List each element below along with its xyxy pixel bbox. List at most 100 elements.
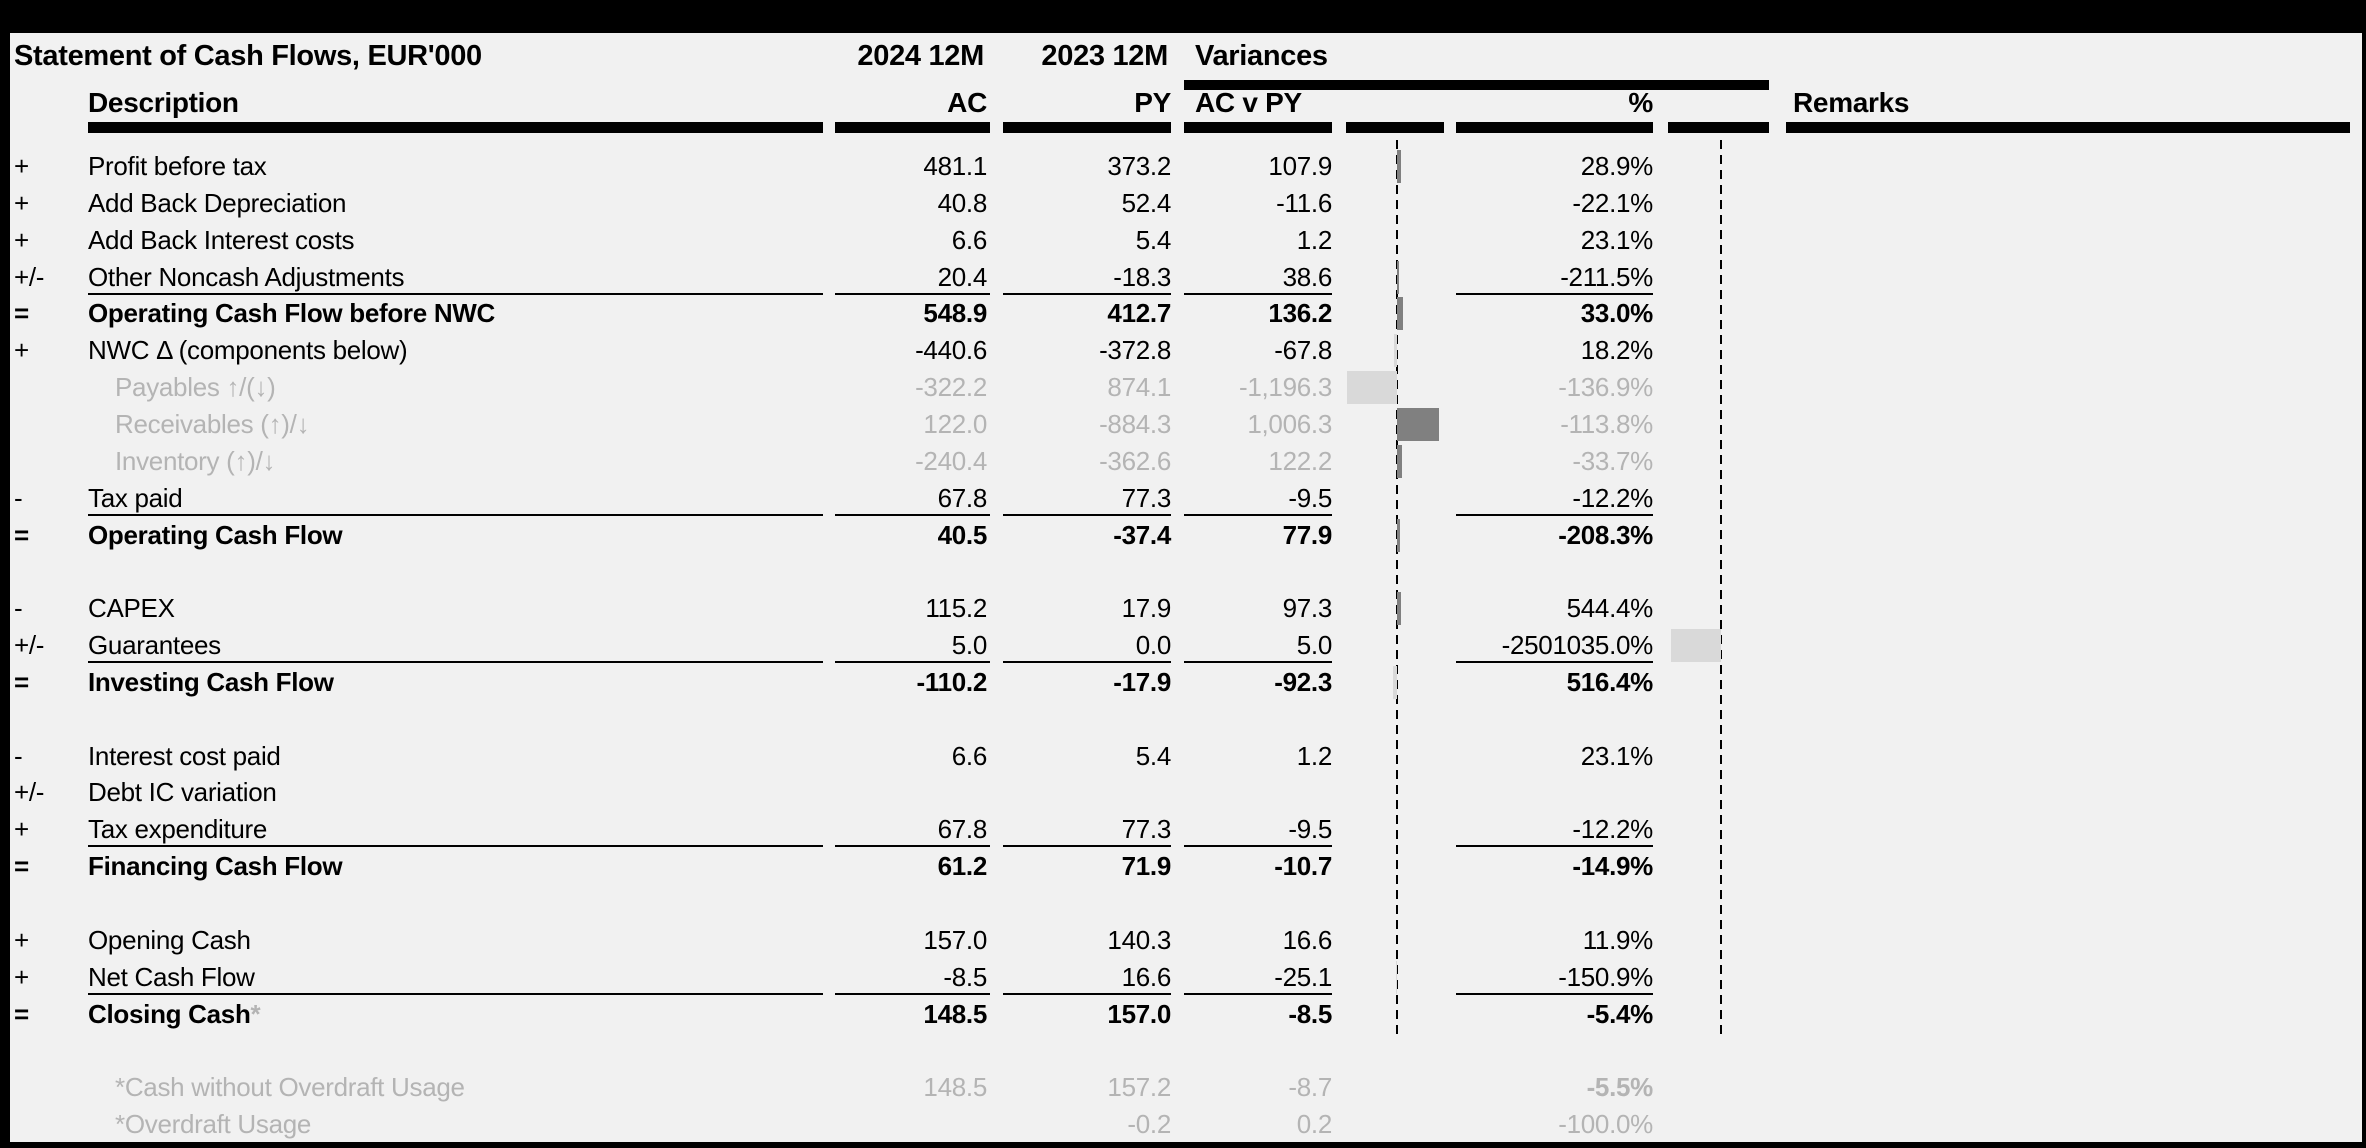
- variance-value-cell: -8.5: [1288, 999, 1332, 1029]
- sign-cell: =: [14, 851, 29, 881]
- variances-underline: [1184, 80, 1769, 90]
- table-row: = Operating Cash Flow before NWC 548.9 412.…: [0, 295, 2366, 332]
- pct-bar-axis: [1720, 140, 1722, 1035]
- description-cell: Guarantees: [88, 630, 221, 660]
- py-value-cell: -17.9: [1113, 667, 1171, 697]
- py-value-cell: 5.4: [1135, 741, 1172, 771]
- subtotal-rule: [835, 845, 990, 847]
- pct-value-cell: -5.4%: [1586, 999, 1654, 1029]
- ac-value-cell: 548.9: [923, 298, 987, 328]
- variance-value-cell: 107.9: [1268, 151, 1332, 181]
- table-row: + Add Back Depreciation 40.8 52.4 -11.6 -22.1…: [0, 185, 2366, 222]
- ac-value-cell: 122.0: [923, 409, 987, 439]
- description-cell: CAPEX: [88, 593, 175, 623]
- ac-value-cell: 67.8: [937, 483, 988, 513]
- variance-value-cell: -11.6: [1276, 188, 1332, 218]
- py-value-cell: 373.2: [1107, 151, 1171, 181]
- header-underline-description: [88, 122, 823, 133]
- ac-value-cell: 148.5: [923, 1072, 987, 1102]
- variance-value-cell: -67.8: [1274, 335, 1332, 365]
- description-cell: Investing Cash Flow: [88, 667, 334, 697]
- py-value-cell: -0.2: [1127, 1109, 1171, 1139]
- subtotal-rule: [88, 845, 823, 847]
- ac-value-cell: 20.4: [937, 262, 988, 292]
- column-header-ac-period: 2024 12M: [857, 40, 984, 72]
- subtotal-rule: [1003, 845, 1171, 847]
- pct-value-cell: -5.5%: [1586, 1072, 1654, 1102]
- variance-bar: [1397, 297, 1403, 330]
- column-header-description: Description: [88, 87, 239, 118]
- py-value-cell: 17.9: [1121, 593, 1172, 623]
- variance-bar: [1397, 519, 1400, 552]
- table-row: - Interest cost paid 6.6 5.4 1.2 23.1%: [0, 738, 2366, 775]
- pct-bar: [1671, 629, 1721, 662]
- subtotal-rule: [1456, 845, 1653, 847]
- subtotal-rule: [1003, 514, 1171, 516]
- description-cell: Tax expenditure: [88, 814, 268, 844]
- py-value-cell: -372.8: [1099, 335, 1171, 365]
- description-cell: Add Back Depreciation: [88, 188, 347, 218]
- pct-value-cell: -211.5%: [1560, 262, 1653, 292]
- variance-value-cell: 5.0: [1296, 630, 1333, 660]
- page-title: Statement of Cash Flows, EUR'000: [14, 40, 482, 72]
- variance-value-cell: [1184, 774, 1332, 811]
- description-cell: Receivables (↑)/↓: [115, 409, 310, 439]
- pct-value-cell: -12.2%: [1572, 814, 1653, 844]
- variance-value-cell: 97.3: [1282, 593, 1333, 623]
- header-underline-ac: [835, 122, 990, 133]
- subtotal-rule: [835, 293, 990, 295]
- subtotal-rule: [1003, 293, 1171, 295]
- sign-cell: +/-: [14, 630, 45, 660]
- header-underline-variance-chart: [1346, 122, 1444, 133]
- ac-value-cell: 148.5: [923, 999, 987, 1029]
- frame-top: [0, 0, 2366, 33]
- ac-value-cell: 6.6: [951, 741, 988, 771]
- header-underline-pct-chart: [1668, 122, 1769, 133]
- pct-value-cell: 516.4%: [1566, 667, 1654, 697]
- ac-value-cell: -8.5: [943, 962, 987, 992]
- table-row: *Overdraft Usage -0.2 0.2 -100.0%: [0, 1106, 2366, 1143]
- ac-value-cell: 115.2: [925, 593, 987, 623]
- ac-value-cell: [835, 1106, 987, 1143]
- ac-value-cell: 6.6: [951, 225, 988, 255]
- table-row: = Investing Cash Flow -110.2 -17.9 -92.3 516.…: [0, 664, 2366, 701]
- py-value-cell: 140.3: [1107, 925, 1171, 955]
- table-row: - Tax paid 67.8 77.3 -9.5 -12.2%: [0, 480, 2366, 517]
- py-value-cell: 77.3: [1121, 483, 1172, 513]
- sign-cell: +/-: [14, 777, 45, 807]
- subtotal-rule: [88, 661, 823, 663]
- py-value-cell: 16.6: [1121, 962, 1172, 992]
- sign-cell: =: [14, 520, 29, 550]
- table-row: + Add Back Interest costs 6.6 5.4 1.2 23.1%: [0, 222, 2366, 259]
- sign-cell: [14, 1106, 84, 1143]
- ac-value-cell: 5.0: [951, 630, 988, 660]
- variance-value-cell: 77.9: [1282, 520, 1333, 550]
- py-value-cell: -884.3: [1099, 409, 1171, 439]
- column-header-ac: AC: [947, 87, 987, 118]
- pct-value-cell: -100.0%: [1558, 1109, 1653, 1139]
- pct-value-cell: -136.9%: [1558, 372, 1653, 402]
- variance-value-cell: 38.6: [1282, 262, 1333, 292]
- table-row: + Opening Cash 157.0 140.3 16.6 11.9%: [0, 922, 2366, 959]
- table-row: - CAPEX 115.2 17.9 97.3 544.4%: [0, 590, 2366, 627]
- description-cell: NWC Δ (components below): [88, 335, 408, 365]
- sign-cell: +: [14, 925, 29, 955]
- ac-value-cell: [835, 774, 987, 811]
- variance-value-cell: -25.1: [1274, 962, 1332, 992]
- variance-value-cell: -10.7: [1274, 851, 1332, 881]
- py-value-cell: -18.3: [1113, 262, 1171, 292]
- variance-bar: [1396, 961, 1397, 994]
- table-row: = Operating Cash Flow 40.5 -37.4 77.9 -208.3%: [0, 517, 2366, 554]
- column-header-py-period: 2023 12M: [1041, 40, 1168, 72]
- variance-value-cell: 1.2: [1296, 225, 1333, 255]
- variance-value-cell: 0.2: [1296, 1109, 1333, 1139]
- column-header-pct: %: [1628, 87, 1653, 118]
- subtotal-rule: [835, 661, 990, 663]
- table-row: Inventory (↑)/↓ -240.4 -362.6 122.2 -33.7%: [0, 443, 2366, 480]
- variance-value-cell: 1,006.3: [1247, 409, 1332, 439]
- pct-value-cell: -22.1%: [1572, 188, 1653, 218]
- description-cell: Net Cash Flow: [88, 962, 255, 992]
- ac-value-cell: 40.5: [937, 520, 988, 550]
- frame-left: [0, 0, 10, 1148]
- sign-cell: +: [14, 962, 29, 992]
